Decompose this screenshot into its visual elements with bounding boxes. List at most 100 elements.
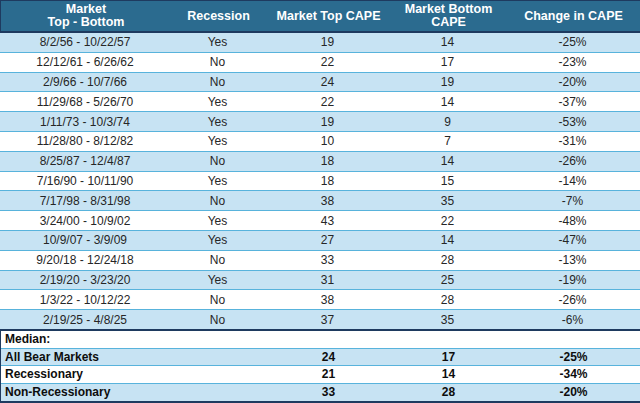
period-cell: 7/17/98 - 8/31/98	[0, 194, 170, 208]
recession-cell: Yes	[170, 174, 265, 188]
period-cell: 11/29/68 - 5/26/70	[0, 95, 170, 109]
bottom-cape-cell: 14	[390, 95, 505, 109]
column-header-recession: Recession	[171, 10, 266, 23]
change-cell: -47%	[505, 233, 640, 247]
period-cell: 7/16/90 - 10/11/90	[0, 174, 170, 188]
table-row: 8/2/56 - 10/22/57Yes1914-25%	[0, 33, 640, 53]
recession-cell: Yes	[170, 95, 265, 109]
summary-row: All Bear Markets2417-25%	[1, 349, 640, 367]
period-cell: 1/3/22 - 10/12/22	[0, 293, 170, 307]
change-cell: -31%	[505, 134, 640, 148]
change-cell: -26%	[505, 293, 640, 307]
period-cell: 11/28/80 - 8/12/82	[0, 134, 170, 148]
table-row: 10/9/07 - 3/9/09Yes2714-47%	[0, 231, 640, 251]
change-cell: -25%	[505, 35, 640, 49]
recession-cell: No	[170, 75, 265, 89]
period-cell: 3/24/00 - 10/9/02	[0, 214, 170, 228]
change-cell: -20%	[505, 75, 640, 89]
recession-cell: No	[170, 253, 265, 267]
summary-label: Non-Recessionary	[1, 385, 266, 399]
bottom-cape-cell: 17	[390, 55, 505, 69]
top-cape-cell: 19	[265, 115, 390, 129]
top-cape-cell: 22	[265, 55, 390, 69]
summary-top-cape-cell: 21	[266, 367, 391, 381]
change-cell: -19%	[505, 273, 640, 287]
recession-cell: Yes	[170, 134, 265, 148]
recession-cell: No	[170, 293, 265, 307]
table-row: 8/25/87 - 12/4/87No1814-26%	[0, 152, 640, 172]
column-header-change-in-cape: Change in CAPE	[506, 10, 640, 23]
top-cape-cell: 37	[265, 313, 390, 327]
table-row: 2/19/25 - 4/8/25No3735-6%	[0, 310, 640, 329]
change-cell: -48%	[505, 214, 640, 228]
top-cape-cell: 38	[265, 293, 390, 307]
recession-cell: Yes	[170, 214, 265, 228]
bottom-cape-cell: 35	[390, 313, 505, 327]
bottom-cape-cell: 15	[390, 174, 505, 188]
table-row: 2/9/66 - 10/7/66No2419-20%	[0, 73, 640, 93]
change-cell: -53%	[505, 115, 640, 129]
top-cape-cell: 31	[265, 273, 390, 287]
recession-cell: No	[170, 154, 265, 168]
table-row: 7/17/98 - 8/31/98No3835-7%	[0, 191, 640, 211]
summary-change-cell: -34%	[506, 367, 640, 381]
bottom-cape-cell: 9	[390, 115, 505, 129]
bottom-cape-cell: 7	[390, 134, 505, 148]
change-cell: -37%	[505, 95, 640, 109]
summary-block: Median: All Bear Markets2417-25%Recessio…	[0, 329, 640, 403]
period-cell: 8/25/87 - 12/4/87	[0, 154, 170, 168]
bottom-cape-cell: 28	[390, 253, 505, 267]
top-cape-cell: 24	[265, 75, 390, 89]
period-cell: 8/2/56 - 10/22/57	[0, 35, 170, 49]
median-label: Median:	[1, 332, 266, 346]
column-header-market-top-bottom: Market Top - Bottom	[1, 3, 171, 29]
column-header-market-top-cape: Market Top CAPE	[266, 10, 391, 23]
column-header-market-line2: Top - Bottom	[1, 16, 171, 29]
summary-label: All Bear Markets	[1, 350, 266, 364]
table-row: 2/19/20 - 3/23/20Yes3125-19%	[0, 271, 640, 291]
change-cell: -26%	[505, 154, 640, 168]
summary-top-cape-cell: 24	[266, 350, 391, 364]
recession-cell: No	[170, 55, 265, 69]
summary-bottom-cape-cell: 28	[391, 385, 506, 399]
table-body: 8/2/56 - 10/22/57Yes1914-25%12/12/61 - 6…	[0, 33, 640, 329]
table-row: 1/3/22 - 10/12/22No3828-26%	[0, 290, 640, 310]
bottom-cape-cell: 22	[390, 214, 505, 228]
period-cell: 9/20/18 - 12/24/18	[0, 253, 170, 267]
top-cape-cell: 38	[265, 194, 390, 208]
top-cape-cell: 18	[265, 154, 390, 168]
table-row: 3/24/00 - 10/9/02Yes4322-48%	[0, 211, 640, 231]
period-cell: 2/19/20 - 3/23/20	[0, 273, 170, 287]
recession-cell: Yes	[170, 35, 265, 49]
period-cell: 10/9/07 - 3/9/09	[0, 233, 170, 247]
change-cell: -6%	[505, 313, 640, 327]
table-row: 11/28/80 - 8/12/82Yes107-31%	[0, 132, 640, 152]
top-cape-cell: 22	[265, 95, 390, 109]
change-cell: -13%	[505, 253, 640, 267]
table-row: 11/29/68 - 5/26/70Yes2214-37%	[0, 92, 640, 112]
bottom-cape-cell: 14	[390, 154, 505, 168]
top-cape-cell: 43	[265, 214, 390, 228]
period-cell: 1/11/73 - 10/3/74	[0, 115, 170, 129]
summary-bottom-cape-cell: 17	[391, 350, 506, 364]
change-cell: -14%	[505, 174, 640, 188]
bottom-cape-cell: 14	[390, 233, 505, 247]
summary-change-cell: -25%	[506, 350, 640, 364]
median-row: Median:	[1, 331, 640, 349]
period-cell: 2/19/25 - 4/8/25	[0, 313, 170, 327]
bottom-cape-cell: 14	[390, 35, 505, 49]
bottom-cape-cell: 35	[390, 194, 505, 208]
bear-market-cape-table: Market Top - Bottom Recession Market Top…	[0, 0, 640, 403]
summary-row: Non-Recessionary3328-20%	[1, 384, 640, 402]
bottom-cape-cell: 19	[390, 75, 505, 89]
recession-cell: No	[170, 194, 265, 208]
summary-row: Recessionary2114-34%	[1, 366, 640, 384]
summary-top-cape-cell: 33	[266, 385, 391, 399]
top-cape-cell: 18	[265, 174, 390, 188]
bottom-cape-cell: 25	[390, 273, 505, 287]
summary-change-cell: -20%	[506, 385, 640, 399]
recession-cell: No	[170, 313, 265, 327]
top-cape-cell: 19	[265, 35, 390, 49]
top-cape-cell: 27	[265, 233, 390, 247]
top-cape-cell: 10	[265, 134, 390, 148]
